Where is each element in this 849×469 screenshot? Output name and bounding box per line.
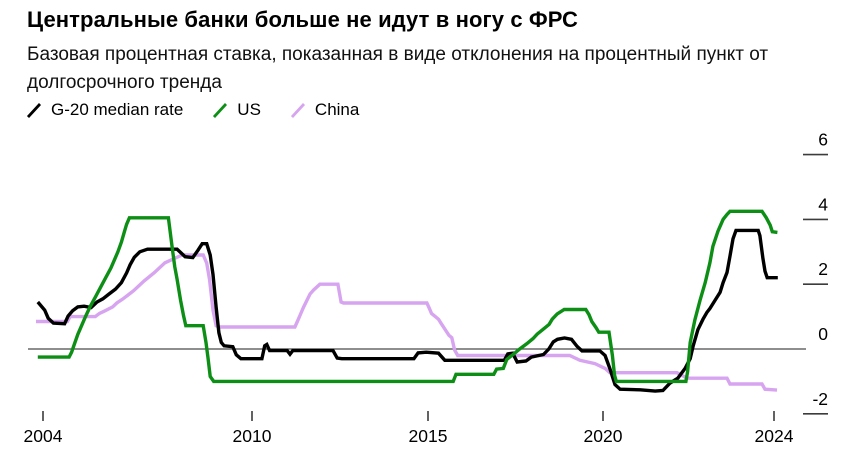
legend-label-us: US [237,100,261,119]
series-line-us [37,209,778,384]
y-tick-label: 6 [818,130,828,150]
page-title: Центральные банки больше не идут в ногу … [27,7,578,32]
x-tick-label: 2004 [24,426,63,446]
y-tick-label: 0 [818,324,828,344]
chart-subtitle: Базовая процентная ставка, показанная в … [27,43,769,94]
legend-item-g20: G-20 median rate [27,100,183,120]
series-line-china [36,253,778,392]
series-line-g-20-median-rate [36,228,778,393]
china-line-swatch-icon [290,102,305,118]
x-tick-label: 2010 [233,426,272,446]
legend-label-g20: G-20 median rate [51,100,184,119]
legend-item-china: China [290,100,360,120]
y-tick-label: 2 [818,259,828,279]
x-tick-label: 2015 [409,426,448,446]
legend-item-us: US [213,100,261,120]
y-tick-label: 4 [818,194,828,214]
x-tick-label: 2020 [584,426,623,446]
us-line-swatch-icon [213,102,228,118]
chart-legend: G-20 median rate US China [27,100,359,120]
g20-line-swatch-icon [27,102,42,118]
chart-header: Центральные банки больше не идут в ногу … [27,6,827,98]
x-tick-label: 2024 [755,426,794,446]
legend-label-china: China [314,100,360,119]
y-tick-label: -2 [812,389,828,409]
